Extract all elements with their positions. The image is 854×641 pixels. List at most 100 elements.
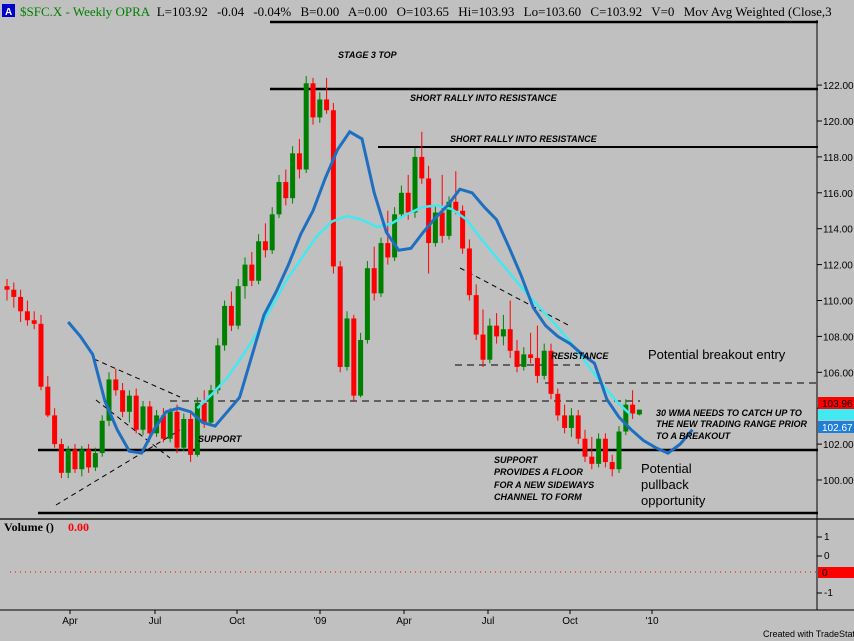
candle — [636, 409, 642, 416]
candle — [358, 332, 364, 398]
ma-price-tag — [818, 421, 854, 433]
candle — [405, 174, 411, 220]
candle-body — [72, 449, 78, 470]
candle-body — [405, 192, 411, 213]
candle-body — [344, 318, 350, 367]
triangle-lower — [55, 429, 181, 506]
candle — [310, 77, 316, 125]
candle-body — [507, 329, 513, 351]
x-tick-label: '09 — [313, 616, 326, 627]
candle — [589, 436, 595, 470]
candle-body — [371, 268, 377, 294]
triangle-inner — [95, 399, 171, 459]
candle-body — [419, 156, 425, 179]
candle — [79, 445, 85, 477]
candle-body — [283, 182, 289, 199]
ann-breakout: Potential breakout entry — [648, 347, 786, 362]
header-open: O=103.65 — [397, 4, 449, 19]
candle — [630, 390, 636, 419]
ann-wma-3: TO A BREAKOUT — [656, 431, 732, 441]
candle — [147, 401, 153, 437]
candle-body — [120, 390, 126, 412]
candle-body — [256, 241, 262, 281]
candle — [500, 314, 506, 346]
candle — [222, 300, 228, 351]
candle — [235, 278, 241, 330]
candle — [596, 433, 602, 468]
candle-body — [174, 411, 180, 448]
candle — [120, 383, 126, 418]
candle — [385, 210, 391, 265]
credit-text: Created with TradeStation — [763, 629, 854, 639]
candle-body — [589, 456, 595, 464]
candle — [528, 332, 534, 364]
candle — [616, 426, 622, 473]
candle — [167, 408, 173, 443]
candle-body — [446, 201, 452, 236]
candle-body — [276, 182, 282, 215]
candle-body — [575, 415, 581, 439]
candle — [215, 338, 221, 394]
candle — [473, 284, 479, 340]
header-volume: V=0 — [651, 4, 674, 19]
header-high: Hi=103.93 — [458, 4, 514, 19]
volume-current-tag — [818, 567, 854, 578]
candle — [582, 429, 588, 463]
candle-body — [222, 305, 228, 346]
vol-tick-label-1: 1 — [824, 532, 830, 543]
candle-body — [480, 334, 486, 360]
y-tick-label: 118.00 — [823, 153, 853, 164]
y-tick-label: 120.00 — [823, 117, 854, 128]
x-tick-label: Oct — [229, 616, 245, 627]
candle — [432, 205, 438, 247]
header-last: L=103.92 — [157, 4, 208, 19]
candle — [555, 388, 561, 421]
candle-body — [296, 153, 302, 170]
candle-body — [562, 415, 568, 428]
candle-body — [38, 323, 44, 387]
candle — [351, 314, 357, 402]
candle — [113, 368, 119, 396]
candle-body — [521, 354, 527, 367]
candle-body — [528, 354, 534, 358]
y-tick-label: 106.00 — [823, 368, 854, 379]
candle — [575, 409, 581, 445]
x-tick-label: Oct — [562, 616, 578, 627]
ann-floor-1: SUPPORT — [494, 455, 539, 465]
candle — [507, 300, 513, 358]
candle-body — [392, 214, 398, 258]
candle — [296, 138, 302, 179]
ma-price-tag-text: 102.67 — [822, 423, 853, 434]
candle-body — [514, 350, 520, 367]
candle — [38, 314, 44, 391]
header-ask: A=0.00 — [348, 4, 387, 19]
candle — [290, 146, 296, 204]
candle-body — [466, 248, 472, 296]
triangle-upper — [93, 358, 181, 398]
candle-body — [167, 411, 173, 439]
candle-body — [568, 415, 574, 428]
vol-tick-label-minus1: -1 — [824, 588, 833, 599]
candle-body — [494, 325, 500, 337]
candle — [412, 147, 418, 218]
candle-body — [487, 325, 493, 360]
symbol-icon[interactable] — [2, 4, 15, 17]
candle — [86, 444, 92, 473]
header-close: C=103.92 — [590, 4, 642, 19]
last-price-tag — [818, 397, 854, 409]
ann-floor-4: CHANNEL TO FORM — [494, 492, 582, 502]
candle-body — [242, 264, 248, 287]
candle-body — [269, 214, 275, 251]
candle — [45, 375, 51, 418]
candle — [426, 165, 432, 274]
candle-body — [160, 415, 166, 439]
candle — [480, 309, 486, 367]
candle — [18, 289, 24, 323]
candle — [126, 390, 132, 423]
ann-pullback-2: pullback — [641, 477, 689, 492]
candle-body — [249, 264, 255, 281]
vol-tick-label-0: 0 — [824, 551, 830, 562]
candle-body — [58, 444, 64, 473]
candle — [181, 413, 187, 452]
